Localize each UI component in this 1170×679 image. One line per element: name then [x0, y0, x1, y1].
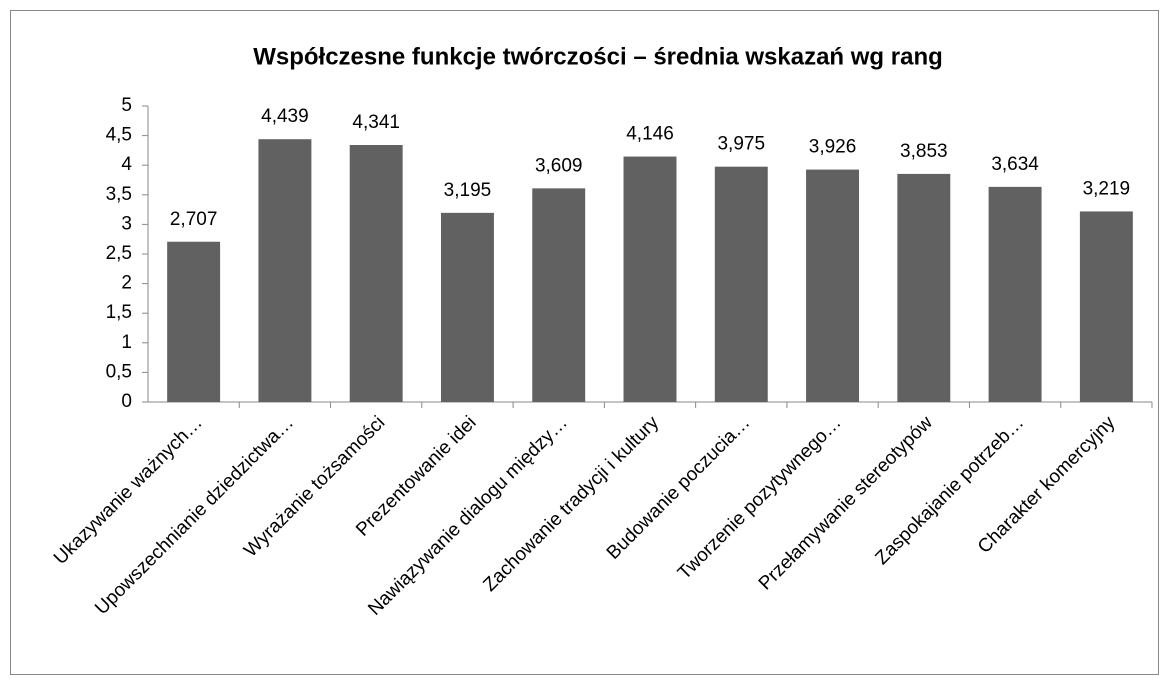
y-tick-label: 0 [121, 391, 132, 412]
y-tick-label: 3 [121, 213, 132, 234]
value-label: 3,609 [535, 155, 583, 176]
bar [897, 173, 951, 402]
bar [532, 188, 586, 402]
y-tick-label: 3,5 [106, 184, 132, 205]
bar [806, 169, 860, 402]
value-label: 4,439 [261, 106, 309, 127]
y-tick-label: 1,5 [106, 302, 132, 323]
bar [349, 145, 403, 402]
value-label: 3,634 [991, 154, 1039, 175]
bar [440, 212, 494, 402]
y-tick-label: 4,5 [106, 125, 132, 146]
value-label: 3,219 [1083, 178, 1131, 199]
value-label: 4,146 [626, 124, 674, 145]
bar [623, 156, 677, 402]
bar [167, 241, 221, 402]
value-label: 4,341 [352, 112, 400, 133]
y-tick-label: 2,5 [106, 243, 132, 264]
chart-title: Współczesne funkcje twórczości – średnia… [253, 43, 943, 70]
value-label: 3,975 [717, 134, 765, 155]
y-tick-label: 0,5 [106, 361, 132, 382]
y-tick-label: 5 [121, 95, 132, 116]
bar [258, 139, 312, 403]
value-label: 3,853 [900, 141, 948, 162]
y-tick-label: 2 [121, 273, 132, 294]
y-tick-label: 4 [121, 154, 132, 175]
y-tick-label: 1 [121, 332, 132, 353]
value-label: 3,926 [809, 137, 857, 158]
bar [714, 166, 768, 402]
value-label: 3,195 [444, 180, 492, 201]
bar [1079, 211, 1133, 402]
value-label: 2,707 [170, 209, 218, 230]
bar [988, 186, 1042, 402]
